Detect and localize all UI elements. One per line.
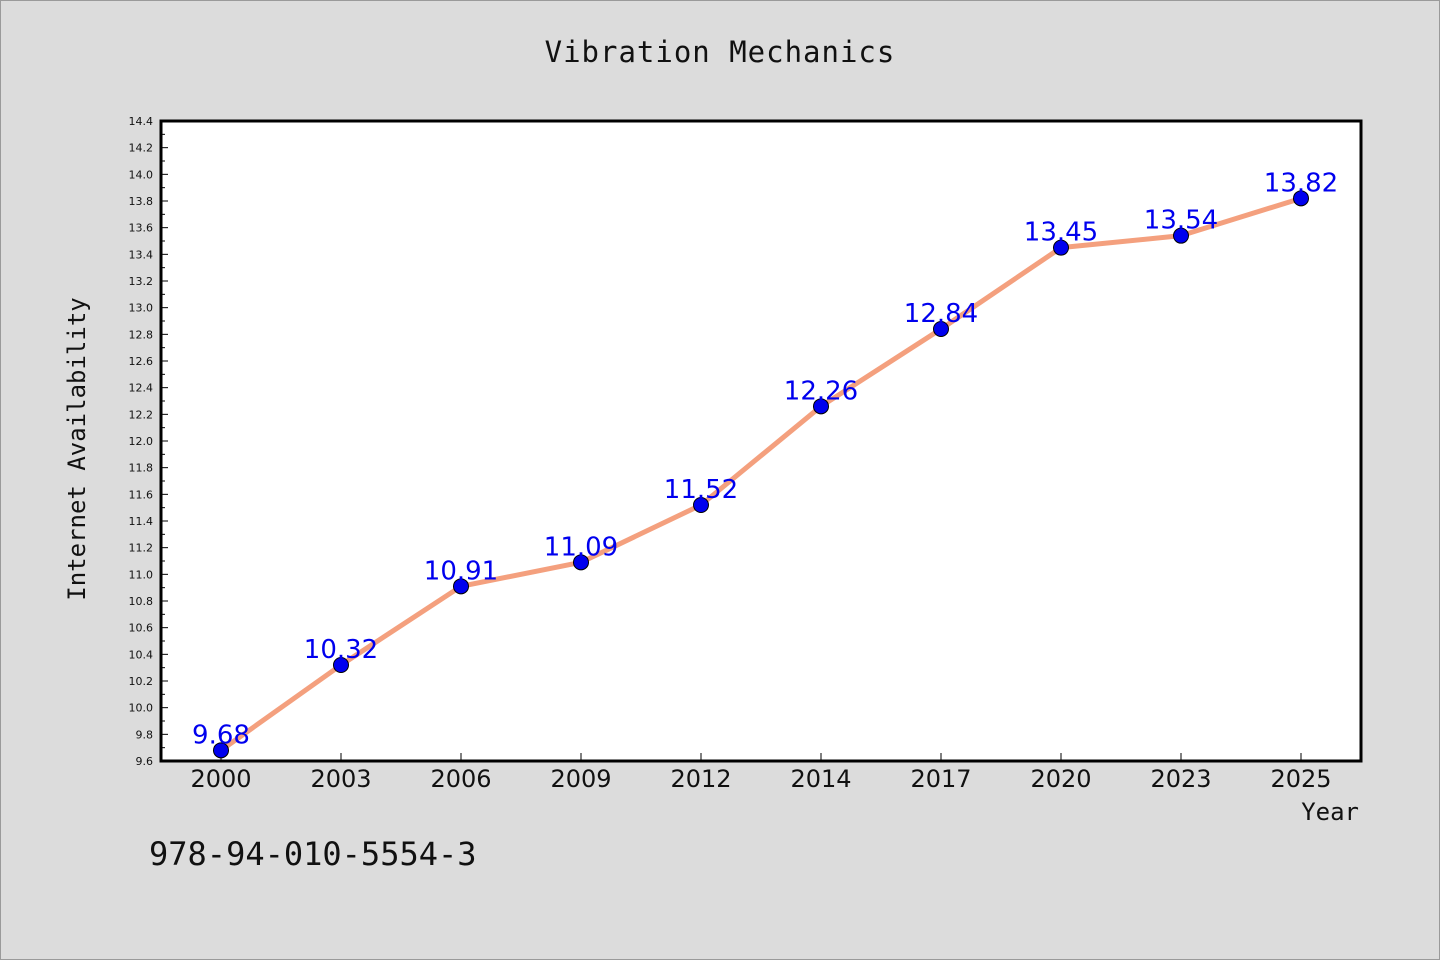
data-label: 11.52 bbox=[664, 475, 738, 505]
data-point bbox=[933, 321, 949, 337]
x-tick-label: 2014 bbox=[790, 765, 851, 793]
x-tick-label: 2020 bbox=[1030, 765, 1091, 793]
data-point bbox=[1053, 239, 1069, 256]
y-tick-label: 9.8 bbox=[136, 728, 154, 741]
y-tick-label: 10.4 bbox=[129, 648, 154, 661]
series-layer: 9.68 10.32 10.91 11.09 11.52 12.26 12.84 13.45 1… bbox=[192, 168, 1338, 759]
y-tick-label: 13.6 bbox=[129, 222, 154, 235]
y-axis: 9.6 9.8 10.0 10.2 10.4 10.6 10.8 11.0 11.2 11.4 11… bbox=[129, 115, 168, 768]
data-point bbox=[573, 554, 589, 571]
x-tick-label: 2009 bbox=[550, 765, 611, 793]
data-label: 13.54 bbox=[1144, 206, 1218, 236]
y-tick-label: 10.8 bbox=[129, 595, 154, 608]
y-tick-label: 14.2 bbox=[129, 142, 154, 155]
data-point bbox=[1173, 227, 1189, 244]
y-axis-label: Internet Availability bbox=[63, 297, 91, 600]
x-tick-label: 2003 bbox=[310, 765, 371, 793]
y-tick-label: 12.0 bbox=[129, 435, 154, 448]
data-label: 11.09 bbox=[544, 532, 618, 562]
data-label: 9.68 bbox=[192, 720, 250, 750]
x-tick-label: 2006 bbox=[430, 765, 491, 793]
x-axis: 2000 2003 2006 2009 2012 2014 2017 2020 2023 2025 bbox=[190, 753, 1332, 793]
x-tick-label: 2025 bbox=[1270, 765, 1331, 793]
x-axis-label: Year bbox=[1301, 798, 1359, 826]
x-tick-label: 2012 bbox=[670, 765, 731, 793]
data-point bbox=[453, 578, 469, 595]
data-point bbox=[1293, 190, 1309, 207]
x-tick-label: 2000 bbox=[190, 765, 251, 793]
y-tick-label: 11.6 bbox=[129, 488, 154, 501]
data-point bbox=[333, 657, 349, 673]
data-label: 10.91 bbox=[424, 556, 498, 586]
y-tick-label: 12.6 bbox=[129, 355, 154, 368]
y-tick-label: 14.4 bbox=[129, 115, 154, 128]
data-label: 13.45 bbox=[1024, 218, 1098, 248]
y-tick-label: 10.2 bbox=[129, 675, 154, 688]
chart-title: Vibration Mechanics bbox=[544, 35, 896, 69]
y-tick-label: 13.8 bbox=[129, 195, 154, 208]
data-label: 10.32 bbox=[304, 635, 378, 665]
y-tick-label: 11.2 bbox=[129, 542, 154, 555]
data-point bbox=[693, 497, 709, 513]
y-tick-label: 11.0 bbox=[129, 568, 154, 581]
footer-code: 978-94-010-5554-3 bbox=[149, 835, 477, 873]
y-tick-label: 9.6 bbox=[136, 755, 154, 768]
plot-frame bbox=[159, 119, 1363, 763]
data-label: 12.84 bbox=[904, 299, 978, 329]
y-tick-label: 14.0 bbox=[129, 168, 154, 181]
x-tick-label: 2023 bbox=[1150, 765, 1211, 793]
y-tick-label: 13.4 bbox=[129, 248, 154, 261]
data-point bbox=[813, 398, 829, 415]
data-label: 13.82 bbox=[1264, 168, 1338, 198]
data-label: 12.26 bbox=[784, 376, 858, 406]
y-tick-label: 12.4 bbox=[129, 382, 154, 395]
y-tick-label: 12.8 bbox=[129, 328, 154, 341]
y-tick-label: 11.8 bbox=[129, 462, 154, 475]
x-tick-label: 2017 bbox=[910, 765, 971, 793]
y-tick-label: 12.2 bbox=[129, 408, 154, 421]
y-tick-label: 13.0 bbox=[129, 302, 154, 315]
y-tick-label: 11.4 bbox=[129, 515, 154, 528]
y-tick-label: 10.6 bbox=[129, 622, 154, 635]
y-tick-label: 10.0 bbox=[129, 702, 154, 715]
series-line bbox=[218, 195, 1304, 753]
y-tick-label: 13.2 bbox=[129, 275, 154, 288]
data-point bbox=[213, 742, 229, 759]
